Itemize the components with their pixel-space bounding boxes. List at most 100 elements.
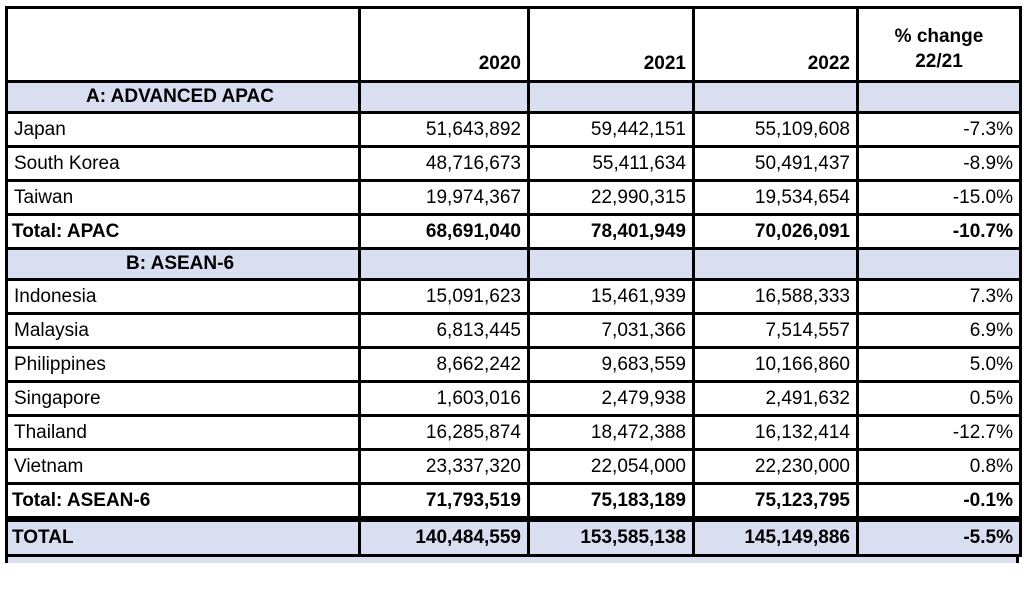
section-label: A: ADVANCED APAC bbox=[5, 80, 361, 114]
grand-total-row: TOTAL 140,484,559 153,585,138 145,149,88… bbox=[5, 519, 1022, 557]
total-row-asean6: Total: ASEAN-6 71,793,519 75,183,189 75,… bbox=[5, 482, 1022, 519]
cell-pct-change: 5.0% bbox=[856, 346, 1022, 383]
cell-2022: 16,132,414 bbox=[692, 414, 859, 451]
cell-2021: 22,054,000 bbox=[527, 448, 695, 485]
cell-pct-change: -7.3% bbox=[856, 111, 1022, 148]
cell-2020: 15,091,623 bbox=[358, 278, 530, 315]
table-row-vietnam: Vietnam 23,337,320 22,054,000 22,230,000… bbox=[5, 448, 1022, 485]
cell-2022: 19,534,654 bbox=[692, 179, 859, 216]
cell-label: Taiwan bbox=[5, 179, 361, 216]
empty-cell bbox=[856, 80, 1022, 114]
cell-2020: 71,793,519 bbox=[358, 482, 530, 519]
empty-cell bbox=[856, 247, 1022, 281]
cell-pct-change: -5.5% bbox=[856, 519, 1022, 557]
cell-pct-change: 6.9% bbox=[856, 312, 1022, 349]
header-2022: 2022 bbox=[692, 6, 859, 83]
data-table: 2020 2021 2022 % change 22/21 A: ADVANCE… bbox=[5, 6, 1022, 557]
cell-label: TOTAL bbox=[5, 519, 361, 557]
cell-2021: 78,401,949 bbox=[527, 213, 695, 250]
cell-label: Vietnam bbox=[5, 448, 361, 485]
cell-pct-change: -8.9% bbox=[856, 145, 1022, 182]
table-row-thailand: Thailand 16,285,874 18,472,388 16,132,41… bbox=[5, 414, 1022, 451]
header-2020: 2020 bbox=[358, 6, 530, 83]
cell-2022: 22,230,000 bbox=[692, 448, 859, 485]
cell-2022: 145,149,886 bbox=[692, 519, 859, 557]
total-row-apac: Total: APAC 68,691,040 78,401,949 70,026… bbox=[5, 213, 1022, 250]
cell-2021: 7,031,366 bbox=[527, 312, 695, 349]
double-border-gap-cell bbox=[359, 516, 529, 522]
cell-2022: 55,109,608 bbox=[692, 111, 859, 148]
cell-2021: 2,479,938 bbox=[527, 380, 695, 417]
cell-2020: 6,813,445 bbox=[358, 312, 530, 349]
double-border-gap-cell bbox=[5, 516, 361, 522]
cell-2020: 1,603,016 bbox=[358, 380, 530, 417]
cell-2021: 75,183,189 bbox=[527, 482, 695, 519]
header-label-cell bbox=[5, 6, 361, 83]
cell-2022: 7,514,557 bbox=[692, 312, 859, 349]
table-row-taiwan: Taiwan 19,974,367 22,990,315 19,534,654 … bbox=[5, 179, 1022, 216]
cell-pct-change: 0.8% bbox=[856, 448, 1022, 485]
cell-label: Philippines bbox=[5, 346, 361, 383]
empty-cell bbox=[692, 80, 859, 114]
table-row-singapore: Singapore 1,603,016 2,479,938 2,491,632 … bbox=[5, 380, 1022, 417]
cell-2020: 51,643,892 bbox=[358, 111, 530, 148]
section-label: B: ASEAN-6 bbox=[5, 247, 361, 281]
cell-label: Indonesia bbox=[5, 278, 361, 315]
cell-label: Singapore bbox=[5, 380, 361, 417]
cell-pct-change: -10.7% bbox=[856, 213, 1022, 250]
cell-label: Total: APAC bbox=[5, 213, 361, 250]
bottom-border-gap bbox=[5, 557, 1019, 563]
cell-pct-change: 7.3% bbox=[856, 278, 1022, 315]
cell-2020: 8,662,242 bbox=[358, 346, 530, 383]
empty-cell bbox=[358, 247, 530, 281]
double-border-gap-cell bbox=[528, 516, 694, 522]
cell-pct-change: -15.0% bbox=[856, 179, 1022, 216]
cell-2021: 18,472,388 bbox=[527, 414, 695, 451]
cell-2020: 48,716,673 bbox=[358, 145, 530, 182]
empty-cell bbox=[358, 80, 530, 114]
cell-pct-change: 0.5% bbox=[856, 380, 1022, 417]
cell-2021: 59,442,151 bbox=[527, 111, 695, 148]
table-row-philippines: Philippines 8,662,242 9,683,559 10,166,8… bbox=[5, 346, 1022, 383]
double-border-gap bbox=[5, 516, 1022, 522]
cell-pct-change: -0.1% bbox=[856, 482, 1022, 519]
table-row-indonesia: Indonesia 15,091,623 15,461,939 16,588,3… bbox=[5, 278, 1022, 315]
table-row-malaysia: Malaysia 6,813,445 7,031,366 7,514,557 6… bbox=[5, 312, 1022, 349]
empty-cell bbox=[527, 80, 695, 114]
section-row-asean6: B: ASEAN-6 bbox=[5, 247, 1022, 281]
cell-2020: 19,974,367 bbox=[358, 179, 530, 216]
cell-2020: 68,691,040 bbox=[358, 213, 530, 250]
cell-2021: 153,585,138 bbox=[527, 519, 695, 557]
empty-cell bbox=[692, 247, 859, 281]
cell-2020: 23,337,320 bbox=[358, 448, 530, 485]
cell-label: Total: ASEAN-6 bbox=[5, 482, 361, 519]
table-row-japan: Japan 51,643,892 59,442,151 55,109,608 -… bbox=[5, 111, 1022, 148]
cell-2021: 55,411,634 bbox=[527, 145, 695, 182]
cell-2022: 75,123,795 bbox=[692, 482, 859, 519]
cell-2022: 50,491,437 bbox=[692, 145, 859, 182]
double-border-gap-cell bbox=[693, 516, 858, 522]
table-row-south-korea: South Korea 48,716,673 55,411,634 50,491… bbox=[5, 145, 1022, 182]
cell-2021: 9,683,559 bbox=[527, 346, 695, 383]
cell-2021: 15,461,939 bbox=[527, 278, 695, 315]
cell-2020: 140,484,559 bbox=[358, 519, 530, 557]
cell-2021: 22,990,315 bbox=[527, 179, 695, 216]
cell-label: South Korea bbox=[5, 145, 361, 182]
header-pct-change-line2: 22/21 bbox=[915, 51, 963, 73]
cell-label: Thailand bbox=[5, 414, 361, 451]
header-2021: 2021 bbox=[527, 6, 695, 83]
cell-label: Japan bbox=[5, 111, 361, 148]
section-row-advanced-apac: A: ADVANCED APAC bbox=[5, 80, 1022, 114]
cell-pct-change: -12.7% bbox=[856, 414, 1022, 451]
cell-2022: 2,491,632 bbox=[692, 380, 859, 417]
cell-label: Malaysia bbox=[5, 312, 361, 349]
header-pct-change: % change 22/21 bbox=[856, 6, 1022, 83]
double-border-gap-cell bbox=[856, 516, 1022, 522]
header-row: 2020 2021 2022 % change 22/21 bbox=[5, 6, 1022, 83]
cell-2022: 16,588,333 bbox=[692, 278, 859, 315]
cell-2022: 10,166,860 bbox=[692, 346, 859, 383]
cell-2020: 16,285,874 bbox=[358, 414, 530, 451]
header-pct-change-line1: % change bbox=[894, 25, 984, 47]
cell-2022: 70,026,091 bbox=[692, 213, 859, 250]
